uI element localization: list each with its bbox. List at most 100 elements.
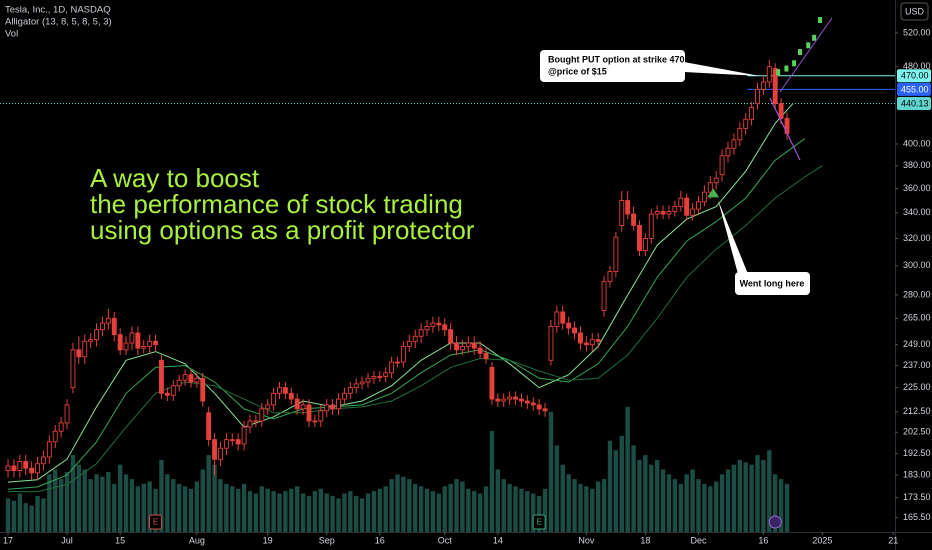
volume-bar [354,495,359,532]
volume-bar [401,476,406,532]
candle-body [135,332,141,349]
volume-bar [5,498,11,532]
candle-body [489,366,495,400]
volume-bar [631,445,636,532]
volume-bar [253,493,259,532]
volume-bar [743,462,748,532]
volume-bar [241,483,247,532]
candle-body [76,349,82,358]
volume-bar [88,479,93,532]
volume-bar [507,483,512,532]
candle-body [542,408,548,412]
volume-bar [383,486,388,532]
candle-body [164,392,170,396]
volume-bar [613,450,619,532]
candle-body [247,420,253,428]
candle-body [648,213,654,239]
projection-bar [792,60,797,67]
candle-body [548,325,554,361]
candle-body [524,400,530,404]
candle-body [129,332,135,344]
candle-body [371,376,377,379]
volume-bar [678,483,683,532]
candle-body [259,408,265,422]
levels-layer [0,75,895,105]
candle-body [719,155,725,176]
volume-bar [218,479,223,532]
candle-body [430,322,436,327]
x-tick-label: 16 [375,535,385,545]
candle-body [324,404,330,412]
candle-body [377,376,383,378]
alligator-line [7,138,805,490]
volume-bar [495,469,501,532]
candle-body [471,342,477,349]
volume-bar [407,479,412,532]
y-tick-label: 183.00 [903,469,931,479]
y-tick-label: 202.50 [903,427,931,437]
y-tick-label: 360.00 [903,183,931,193]
volume-bar [531,493,536,532]
volume-bar [643,455,648,532]
candle-body [766,66,772,83]
candle-body [265,404,271,410]
candle-body [312,420,318,423]
volume-bar [47,474,52,532]
volume-bar [525,491,530,532]
candle-body [454,342,459,351]
volume-bar [536,495,542,532]
candle-body [105,317,111,324]
volume-bar [135,486,141,532]
volume-bar [29,505,34,532]
volume-bar [472,491,477,532]
volume-bar [725,469,731,532]
candle-body [336,398,341,410]
candle-body [52,430,58,443]
candle-body [483,352,489,359]
volume-bar [53,469,58,532]
volume-bar [330,495,335,532]
earnings-label: E [536,518,541,527]
y-tick-label: 400.00 [903,138,931,148]
projection-bar [797,49,802,56]
callout-text: @price of $15 [548,66,607,76]
candle-body [613,236,619,272]
volume-bar [324,493,329,532]
currency-box[interactable] [900,2,929,21]
volume-bar [123,474,129,532]
volume-bar [94,474,99,532]
volume-bar [413,483,418,532]
volume-bar [389,479,394,532]
x-tick-label: 17 [3,535,13,545]
volume-bar [442,486,447,532]
callout-box [735,272,810,295]
candle-body [212,439,218,460]
candle-body [5,465,11,471]
volume-bar [566,474,571,532]
volume-bar [519,488,524,532]
volume-bar [294,486,300,532]
volume-bar [271,491,276,532]
candle-body [684,197,690,216]
candle-body [583,342,589,346]
volume-bar [58,479,64,532]
x-tick-label: Dec [690,535,707,545]
callout-text: Went long here [740,278,805,288]
x-tick-label: 2025 [812,535,832,545]
volume-bar [448,483,453,532]
price-label: 455.00 [901,84,929,94]
candle-body [17,461,23,471]
currency-label[interactable]: USD [905,6,925,16]
volume-bar [318,488,323,532]
candle-body [701,191,707,203]
volume-bar [731,464,737,532]
volume-bar [235,488,241,532]
drawn-trend-line [779,17,833,93]
y-tick-label: 480.00 [903,61,931,71]
volume-bar [395,474,400,532]
candle-body [306,404,312,422]
volume-bar [100,476,105,532]
volume-bar [129,479,135,532]
candle-body [318,410,324,422]
x-tick-label: Sep [319,535,335,545]
